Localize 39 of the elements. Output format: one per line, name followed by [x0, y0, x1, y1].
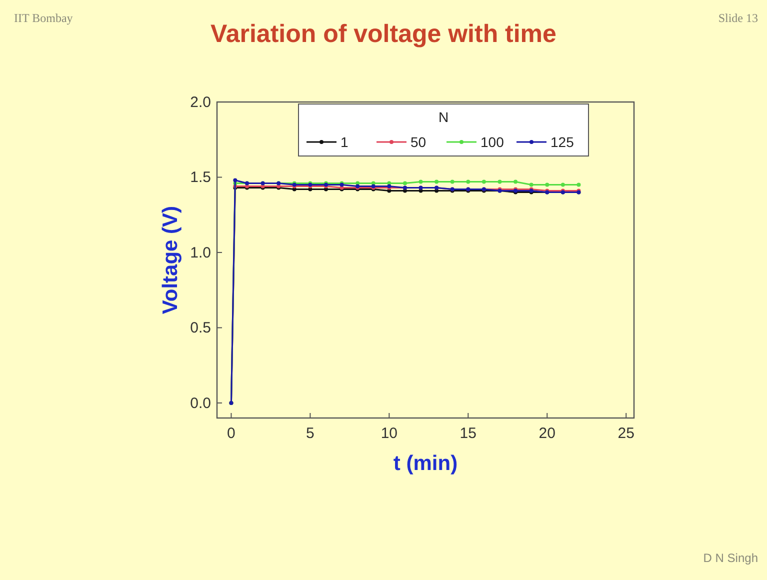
point	[529, 182, 534, 187]
y-tick-label: 0.0	[190, 394, 211, 412]
legend-label: 125	[550, 134, 574, 150]
point	[418, 180, 423, 184]
point	[292, 187, 296, 192]
text: Slide 13	[718, 11, 758, 25]
y-tick-label: 1.5	[190, 169, 211, 186]
x-tick-label: 25	[618, 425, 634, 442]
point	[324, 187, 328, 192]
point	[482, 180, 486, 184]
point	[498, 180, 502, 184]
legend-label: 1	[340, 134, 348, 150]
point	[434, 188, 439, 193]
point	[434, 180, 439, 184]
point	[450, 180, 454, 184]
x-tick-label: 15	[460, 425, 476, 442]
text: D N Singh	[703, 551, 758, 565]
point	[402, 188, 407, 193]
y-tick-label: 1.0	[190, 244, 211, 262]
legend-label: 100	[480, 134, 504, 150]
legend-title: N	[438, 109, 449, 125]
point	[545, 182, 550, 187]
point	[402, 181, 407, 186]
chart-title: Variation of voltage with time	[210, 20, 557, 48]
point	[576, 182, 581, 187]
y-tick-label: 2.0	[190, 94, 211, 111]
point	[466, 180, 470, 184]
legend-label: 50	[410, 134, 426, 150]
point	[514, 180, 518, 184]
y-tick-label: 0.5	[190, 320, 211, 337]
x-tick-label: 10	[380, 425, 398, 442]
x-tick-label: 0	[227, 425, 236, 442]
text: IIT Bombay	[14, 11, 73, 25]
y-axis-title: Voltage (V)	[159, 206, 182, 314]
point	[233, 178, 238, 182]
x-tick-label: 20	[538, 425, 556, 442]
x-tick-label: 5	[306, 425, 314, 442]
point	[560, 182, 565, 187]
x-axis-title: t (min)	[393, 452, 458, 475]
